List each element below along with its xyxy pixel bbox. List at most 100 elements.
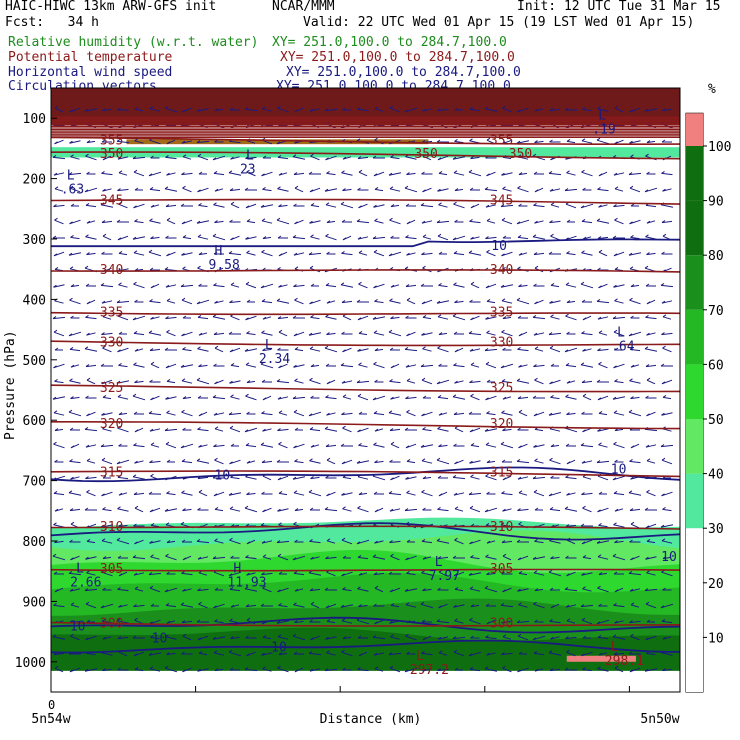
wind-vector [517,508,529,512]
wind-vector-head [548,569,553,573]
wind-vector-head [134,268,139,272]
wind-vector-head [149,460,153,464]
wind-vector [374,300,384,304]
wind-vector [470,556,480,560]
wind-vector-head [308,252,313,256]
wind-vector-head [390,396,394,400]
wind-vector [390,636,400,640]
wind-vector-head [341,492,345,496]
wind-vector-head [422,108,426,112]
wind-vector [214,428,224,432]
wind-vector-head [630,315,634,319]
wind-vector [518,492,528,496]
wind-vector-head [326,332,330,336]
wind-vector-head [660,524,665,528]
wind-vector-head [580,281,585,285]
wind-vector-head [405,396,409,400]
wind-vector-head [85,601,90,605]
wind-vector-head [454,107,459,111]
wind-vector-head [69,669,74,673]
wind-vector-head [276,540,281,544]
wind-vector [277,587,289,593]
wind-vector-head [150,361,155,365]
wind-vector [598,524,608,528]
wind-vector [453,203,465,209]
wind-vector-head [197,108,201,112]
wind-vector-head [342,156,347,160]
wind-vector-head [613,284,617,288]
wind-vector [373,572,385,576]
wind-vector-head [309,346,314,350]
wind-vector-head [310,364,315,368]
wind-vector-head [614,298,618,302]
wind-vector-head [630,633,634,637]
wind-vector-head [564,667,569,671]
wind-vector-head [180,364,185,368]
wind-vector [85,155,97,161]
wind-vector [182,396,192,400]
y-tick-label: 300 [23,233,46,248]
wind-vector [292,555,306,561]
wind-vector-head [420,444,425,448]
wind-vector-head [245,362,250,366]
wind-vector [228,412,242,416]
wind-vector [597,475,609,481]
extremum-type: L [435,555,443,570]
wind-vector [325,316,337,320]
wind-vector [517,588,529,592]
wind-vector [197,316,209,320]
wind-vector [404,348,418,352]
wind-vector [324,428,338,432]
wind-vector-head [244,429,249,433]
wind-vector [309,348,321,352]
wind-vector [149,300,161,304]
wind-vector [245,395,257,401]
wind-vector-head [374,428,379,432]
wind-vector-head [454,586,459,590]
wind-vector [373,251,385,257]
wind-vector-head [662,556,667,560]
extremum-type: L [246,149,254,164]
wind-vector [165,604,177,608]
wind-vector-head [597,509,601,513]
wind-vector [405,635,417,641]
wind-vector-head [228,573,233,577]
wind-vector-head [52,634,57,638]
wind-vector-head [278,602,282,606]
wind-vector-head [486,218,491,222]
wind-vector [292,635,306,641]
colorbar-swatch [686,473,703,529]
wind-vector-head [102,188,106,192]
wind-vector [69,380,81,384]
wind-vector-head [502,316,507,320]
wind-vector [84,108,98,112]
wind-vector-head [197,668,201,672]
wind-vector [85,316,97,320]
wind-vector-head [70,557,74,561]
wind-vector-head [70,602,75,606]
wind-vector [228,651,242,657]
wind-vector-head [500,365,505,369]
wind-vector-head [357,317,362,321]
wind-vector-head [229,618,233,622]
wind-vector-head [326,381,331,385]
wind-vector-head [644,189,649,193]
wind-vector-head [326,538,331,542]
wind-vector-head [550,314,554,318]
wind-vector-head [245,523,250,527]
wind-vector [661,491,673,497]
wind-vector-head [581,653,585,657]
wind-vector-head [421,377,426,381]
colorbar-swatch [686,364,703,419]
wind-vector-head [102,233,107,237]
wind-vector [100,444,114,448]
wind-vector-head [580,523,585,527]
wind-vector-head [453,201,457,205]
wind-vector [422,236,432,240]
wind-vector-head [532,556,537,560]
wind-vector-head [341,618,346,622]
x-right-location: 5n50w [640,712,679,727]
wind-vector-head [101,332,105,336]
wind-vector [614,188,624,192]
wind-vector-head [566,250,570,254]
